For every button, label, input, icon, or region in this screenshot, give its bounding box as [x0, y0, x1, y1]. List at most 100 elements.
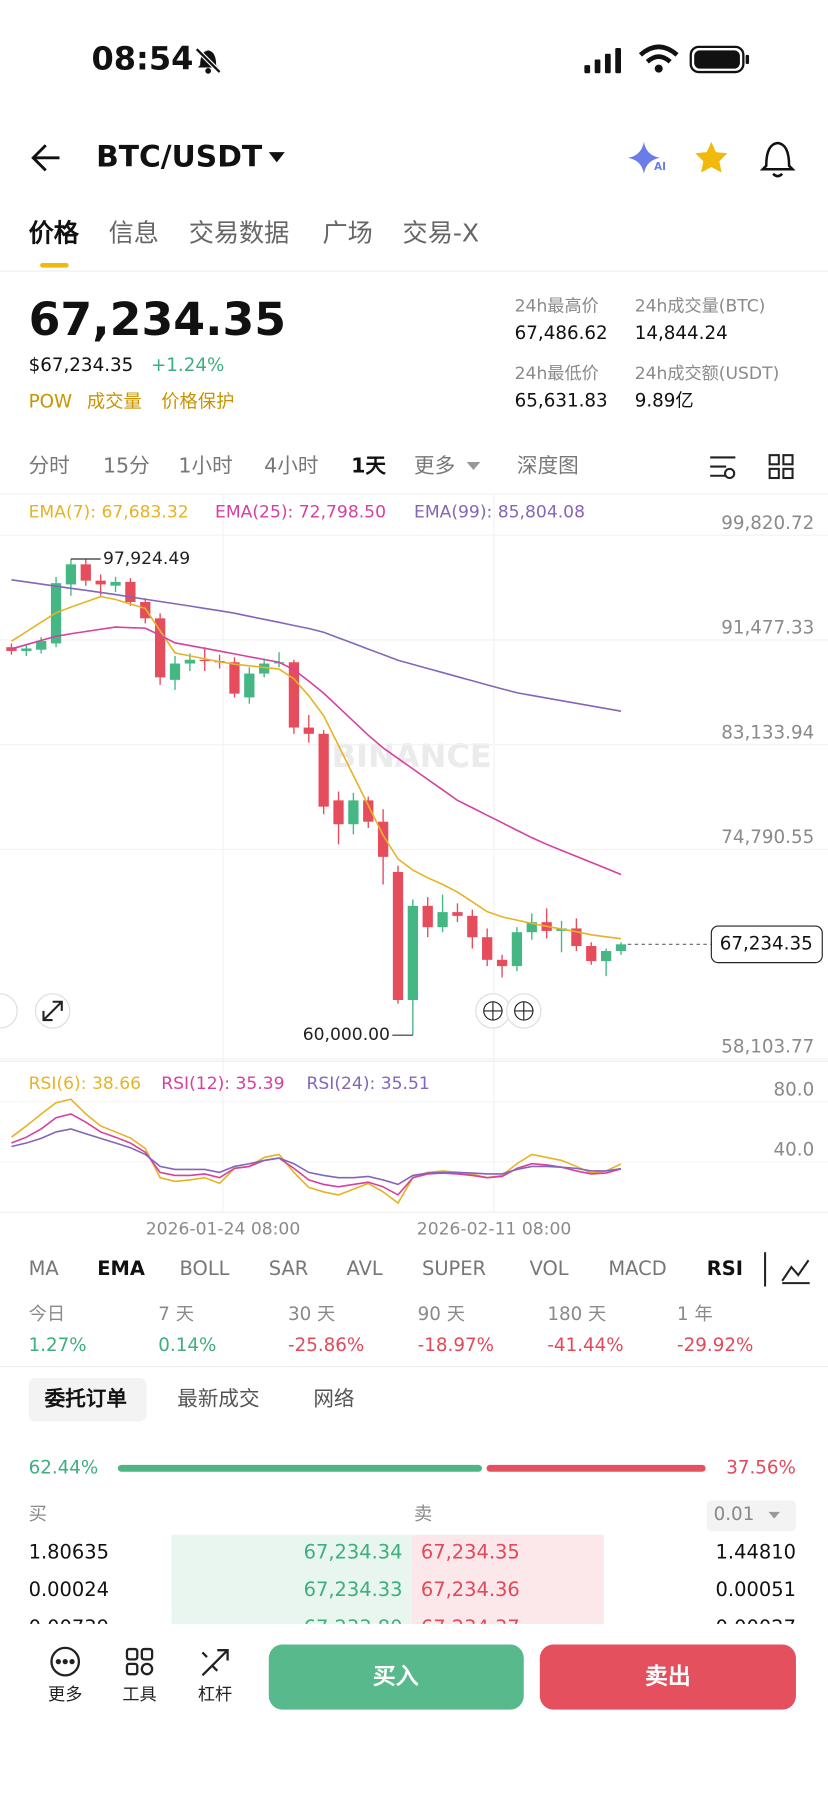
- bid-depth: [171, 1610, 412, 1624]
- interval[interactable]: 1天: [351, 454, 386, 478]
- bid-depth: [171, 1572, 412, 1611]
- indicator-tab[interactable]: SUPER: [422, 1257, 486, 1280]
- indicator-settings[interactable]: [764, 1252, 810, 1287]
- buy-button[interactable]: [268, 1644, 524, 1710]
- interval[interactable]: 分时: [29, 454, 70, 478]
- nav-label[interactable]: 更多: [48, 1685, 82, 1705]
- back-button[interactable]: [31, 144, 60, 172]
- indicator-tab[interactable]: MA: [29, 1257, 60, 1280]
- favorite-star[interactable]: [695, 141, 728, 173]
- chart-overlay-buttons[interactable]: [0, 993, 542, 1029]
- price-tag[interactable]: 成交量: [87, 392, 142, 413]
- x-tick-label: 2026-01-24 08:00: [146, 1219, 300, 1239]
- candle-body: [140, 601, 151, 619]
- high-annotation: 97,924.49: [103, 549, 190, 569]
- nav-label[interactable]: 工具: [122, 1685, 156, 1705]
- watermark: BINANCE: [332, 737, 492, 775]
- precision-box[interactable]: [706, 1500, 796, 1532]
- precision[interactable]: 0.01: [714, 1504, 755, 1525]
- perf-period: 90 天: [418, 1304, 465, 1325]
- low-annotation: 60,000.00: [303, 1025, 390, 1045]
- stat-value: 9.89亿: [635, 390, 694, 411]
- legend-entry: EMA(25): 72,798.50: [215, 502, 386, 522]
- stat-label: 24h成交额(USDT): [635, 364, 780, 384]
- more-dropdown: [466, 462, 481, 471]
- y-tick-label: 99,820.72: [721, 513, 814, 534]
- indicator-tab[interactable]: AVL: [347, 1257, 383, 1280]
- status-icons: [195, 44, 750, 74]
- candle-body: [244, 673, 255, 698]
- pair-title[interactable]: BTC/USDT: [96, 139, 263, 174]
- indicator-tab[interactable]: EMA: [97, 1257, 145, 1280]
- rsi-line: [11, 1128, 622, 1186]
- candle-body: [407, 905, 419, 1000]
- nav-label[interactable]: 杠杆: [198, 1685, 232, 1705]
- interval[interactable]: 4小时: [264, 454, 318, 478]
- bottom-icons[interactable]: [50, 1646, 229, 1677]
- buy-label[interactable]: 买入: [373, 1664, 419, 1690]
- interval[interactable]: 15分: [103, 454, 150, 478]
- tab[interactable]: 广场: [323, 218, 373, 247]
- order-tab[interactable]: 委托订单: [44, 1387, 127, 1411]
- candle-body: [95, 580, 106, 585]
- candle-body: [615, 944, 627, 952]
- indicator-tab[interactable]: RSI: [707, 1257, 743, 1280]
- candle-body: [526, 922, 537, 933]
- buy-bar: [117, 1464, 482, 1472]
- y-tick-label: 40.0: [774, 1139, 815, 1160]
- tab[interactable]: 价格: [29, 218, 80, 247]
- candle-body: [303, 727, 314, 734]
- ask-depth: [411, 1534, 604, 1573]
- perf-change: -41.44%: [547, 1335, 623, 1356]
- orderbook-cell: 67,234.36: [421, 1578, 520, 1601]
- x-tick-label: 2026-02-11 08:00: [417, 1219, 571, 1239]
- tab[interactable]: 信息: [109, 218, 159, 247]
- chart-tools[interactable]: [710, 454, 794, 480]
- perf-change: -29.92%: [677, 1335, 753, 1356]
- candle-body: [21, 648, 32, 651]
- orderbook-cell: 67,234.37: [421, 1616, 520, 1639]
- perf-change: 1.27%: [29, 1335, 87, 1356]
- precision-dropdown[interactable]: [768, 1511, 780, 1519]
- y-tick-label: 80.0: [774, 1080, 815, 1101]
- price-tag[interactable]: 价格保护: [161, 392, 234, 413]
- sell-button[interactable]: [539, 1644, 796, 1710]
- indicator-tab[interactable]: SAR: [269, 1257, 309, 1280]
- candle-body: [80, 564, 91, 581]
- indicator-tab[interactable]: MACD: [608, 1257, 666, 1280]
- stat-value: 65,631.83: [515, 390, 608, 411]
- candle-body: [110, 581, 121, 586]
- interval[interactable]: 更多: [414, 454, 455, 478]
- buy-ratio: 62.44%: [29, 1457, 99, 1478]
- perf-period: 30 天: [288, 1304, 335, 1325]
- candle-body: [363, 800, 374, 822]
- interval[interactable]: 1小时: [178, 454, 232, 478]
- pair-dropdown[interactable]: [268, 152, 285, 163]
- perf-change: -25.86%: [288, 1335, 364, 1356]
- ask-depth: [411, 1572, 604, 1611]
- sell-label[interactable]: 卖出: [645, 1664, 691, 1690]
- order-tab[interactable]: 网络: [313, 1387, 354, 1411]
- candle-body: [229, 662, 240, 694]
- candle-body: [482, 937, 493, 960]
- rsi-line: [10, 1098, 622, 1205]
- indicator-tab[interactable]: BOLL: [180, 1257, 230, 1280]
- legend-entry: RSI(6): 38.66: [29, 1074, 141, 1094]
- price-tag[interactable]: POW: [29, 392, 73, 413]
- legend-entry: EMA(7): 67,683.32: [29, 502, 189, 522]
- sell-ratio: 37.56%: [726, 1457, 796, 1478]
- usd-price: $67,234.35: [29, 355, 134, 376]
- interval[interactable]: 深度图: [517, 454, 579, 478]
- candle-body: [288, 662, 300, 728]
- ai-button[interactable]: AI: [627, 141, 666, 174]
- candle-body: [586, 946, 597, 962]
- last-price-box: [710, 925, 823, 964]
- tab[interactable]: 交易数据: [189, 218, 290, 247]
- indicator-tab[interactable]: VOL: [530, 1257, 569, 1280]
- bell-button[interactable]: [759, 141, 796, 178]
- orderbook-cell: 67,234.34: [304, 1540, 403, 1563]
- candle-body: [259, 663, 270, 674]
- tab[interactable]: 交易-X: [403, 218, 480, 247]
- perf-period: 1 年: [677, 1304, 713, 1325]
- order-tab[interactable]: 最新成交: [177, 1387, 259, 1411]
